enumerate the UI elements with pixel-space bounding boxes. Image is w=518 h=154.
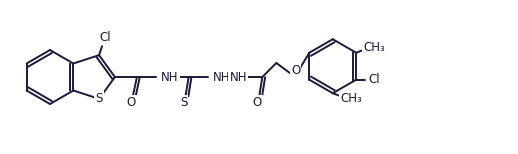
Text: O: O — [253, 96, 262, 109]
Text: O: O — [291, 64, 300, 77]
Text: NH: NH — [213, 71, 231, 83]
Text: NH: NH — [161, 71, 179, 83]
Text: CH₃: CH₃ — [363, 41, 385, 54]
Text: Cl: Cl — [368, 73, 380, 86]
Text: Cl: Cl — [99, 31, 111, 44]
Text: S: S — [180, 96, 188, 109]
Text: S: S — [95, 92, 103, 105]
Text: O: O — [126, 96, 136, 109]
Text: NH: NH — [229, 71, 247, 83]
Text: CH₃: CH₃ — [340, 92, 362, 105]
